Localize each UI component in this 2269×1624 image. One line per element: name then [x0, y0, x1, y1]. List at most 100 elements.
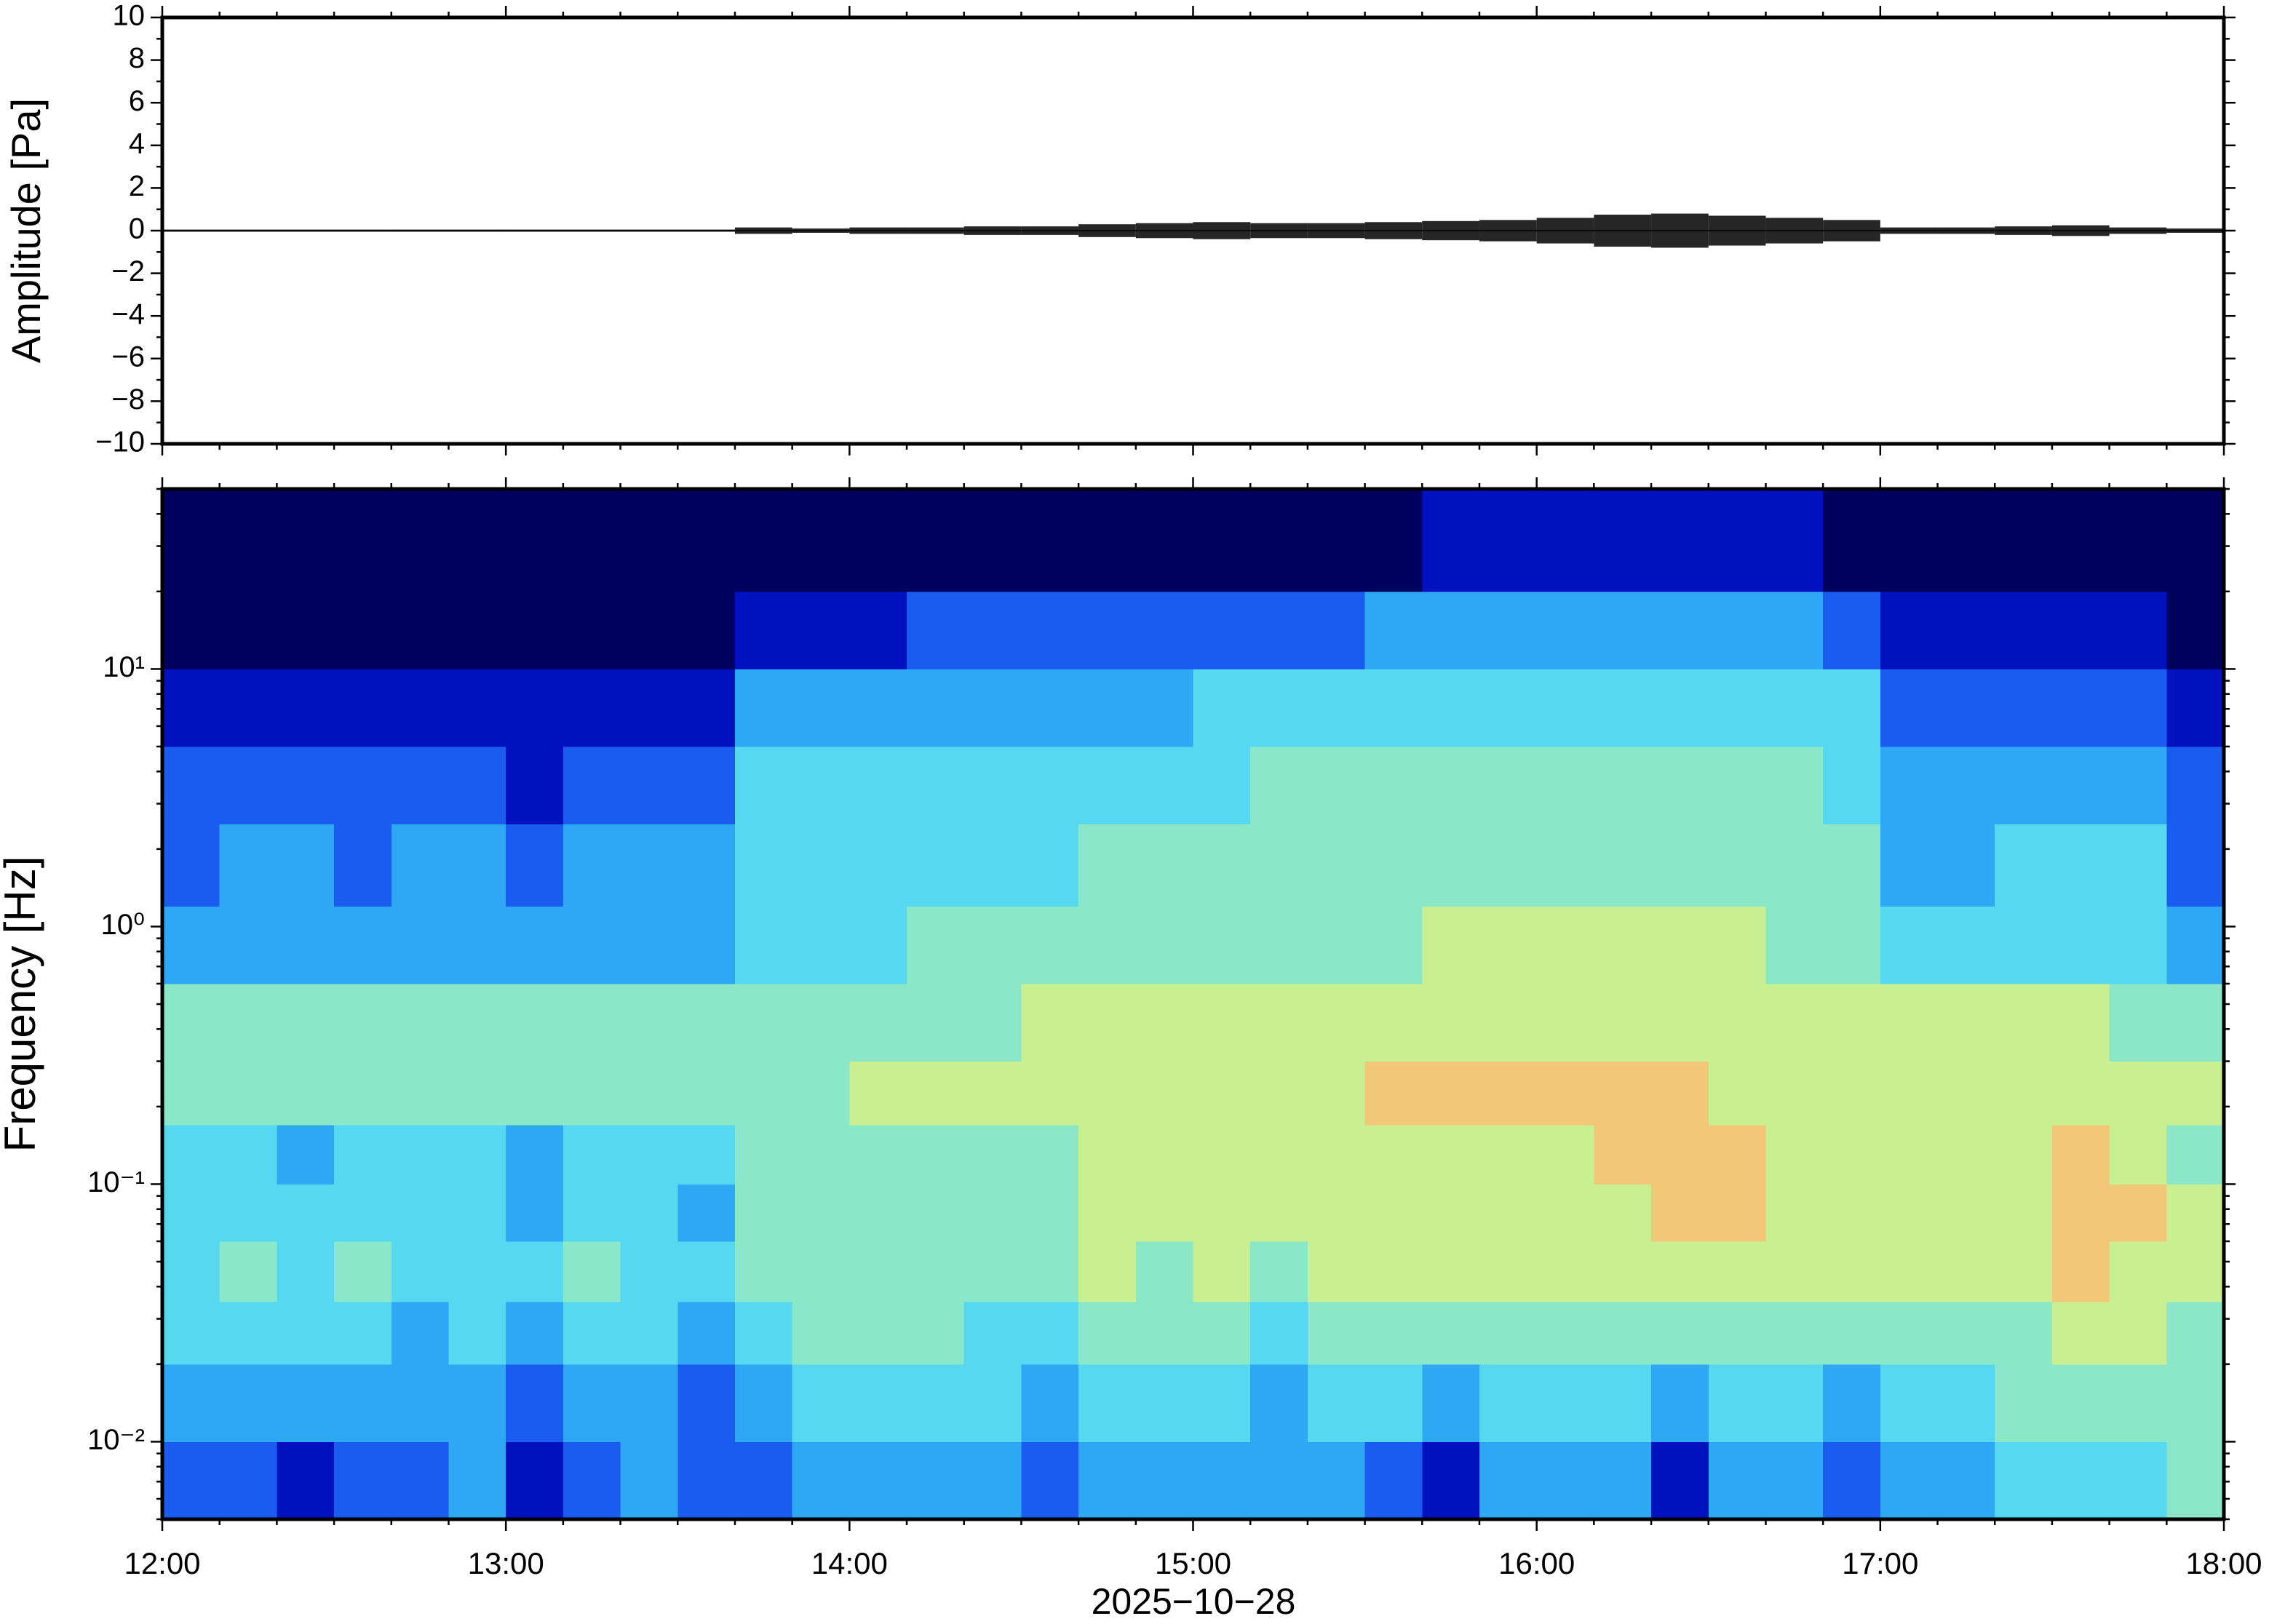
waveform-envelope	[2051, 225, 2110, 236]
spectrogram-cell	[219, 906, 277, 984]
spectrogram-cell	[448, 824, 506, 907]
spectrogram-cell	[677, 1364, 736, 1443]
spectrogram-cell	[1937, 1241, 1995, 1302]
spectrogram-cell	[1422, 489, 1480, 592]
spectrogram-cell	[1823, 983, 1881, 1062]
spectrogram-cell	[1594, 1441, 1652, 1520]
spectrogram-cell	[1995, 747, 2053, 825]
spectrogram-cell	[963, 591, 1022, 670]
spectrogram-cell	[792, 1364, 850, 1443]
spectrogram-cell	[1193, 1124, 1251, 1185]
spectrogram-cell	[907, 1241, 965, 1302]
spectrogram-cell	[2109, 591, 2167, 670]
waveform-envelope	[1995, 226, 2052, 235]
spectrogram-cell	[1594, 669, 1652, 747]
spectrogram-cell	[1364, 824, 1423, 907]
spectrogram-cell	[734, 1241, 793, 1302]
spectrogram-cell	[1135, 1061, 1194, 1126]
spectrogram-cell	[391, 824, 450, 907]
spectrogram-cell	[1937, 824, 1995, 907]
spectrogram-cell	[506, 669, 564, 747]
spectrogram-cell	[1135, 1364, 1194, 1443]
spectrogram-cell	[907, 591, 965, 670]
spectrogram-cell	[1536, 747, 1594, 825]
spectrogram-cell	[506, 1124, 564, 1185]
spectrogram-cell	[1536, 1364, 1594, 1443]
spectrogram-cell	[2166, 489, 2225, 592]
spectrogram-cell	[1479, 669, 1538, 747]
spectrogram-cell	[907, 1061, 965, 1126]
spectrogram-cell	[620, 1184, 678, 1242]
spectrogram-cell	[1536, 1241, 1594, 1302]
spectrogram-cell	[963, 906, 1022, 984]
spectrogram-cell	[1651, 1301, 1709, 1365]
spectrogram-cell	[1651, 1124, 1709, 1185]
spectrogram-cell	[277, 669, 335, 747]
spectrogram-cell	[1880, 1364, 1939, 1443]
spectrogram-cell	[963, 1364, 1022, 1443]
spectrogram-cell	[792, 983, 850, 1062]
spectrogram-cell	[506, 1441, 564, 1520]
spectrogram-cell	[2051, 1241, 2110, 1302]
spectrogram-cell	[792, 906, 850, 984]
spectrogram-cell	[563, 1184, 621, 1242]
spectrogram-cell	[1594, 983, 1652, 1062]
spectrogram-cell	[1250, 983, 1308, 1062]
spectrogram-cell	[1765, 489, 1824, 592]
spectrogram-cell	[677, 1441, 736, 1520]
spectrogram-cell	[1193, 824, 1251, 907]
spectrogram-cell	[1479, 1441, 1538, 1520]
waveform-envelope	[448, 229, 506, 232]
spectrogram-cell	[1250, 489, 1308, 592]
spectrogram-cell	[277, 747, 335, 825]
spectrogram-cell	[2166, 1301, 2225, 1365]
spectrogram-cell	[506, 1061, 564, 1126]
spectrogram-cell	[2109, 906, 2167, 984]
spectrogram-cell	[2166, 824, 2225, 907]
spectrogram-cell	[1708, 906, 1767, 984]
spectrogram-cell	[448, 1364, 506, 1443]
spectrogram-cell	[1937, 669, 1995, 747]
spectrogram-cell	[734, 1441, 793, 1520]
spectrogram-cell	[849, 1301, 907, 1365]
waveform-envelope	[907, 227, 964, 234]
spectrogram-cell	[1307, 1061, 1366, 1126]
spectrogram-cell	[2109, 1241, 2167, 1302]
spectrogram-cell	[1708, 1364, 1767, 1443]
spectrogram-cell	[1995, 824, 2053, 907]
spectrogram-cell	[1594, 1364, 1652, 1443]
spectrogram-cell	[907, 669, 965, 747]
spectrogram-cell	[1422, 983, 1480, 1062]
waveform-envelope	[734, 227, 792, 234]
spectrogram-cell	[849, 669, 907, 747]
spectrogram-cell	[1880, 906, 1939, 984]
spectrogram-cell	[448, 747, 506, 825]
waveform-envelope	[1479, 220, 1537, 242]
spectrogram-cell	[1651, 1061, 1709, 1126]
spectrogram-cell	[506, 983, 564, 1062]
spectrogram-cell	[849, 1061, 907, 1126]
spectrogram-cell	[277, 906, 335, 984]
spectrogram-cell	[1021, 1124, 1079, 1185]
spectrogram-cell	[1708, 824, 1767, 907]
spectrogram-cell	[2051, 1364, 2110, 1443]
spectrogram-cell	[1307, 1364, 1366, 1443]
spectrogram-cell	[1307, 1441, 1366, 1520]
spectrogram-cell	[1364, 591, 1423, 670]
spectrogram-cell	[277, 1061, 335, 1126]
spectrogram-cell	[1995, 1061, 2053, 1126]
spectrogram-cell	[620, 747, 678, 825]
spectrogram-cell	[563, 1124, 621, 1185]
spectrogram-cell	[1135, 824, 1194, 907]
spectrogram-cell	[1823, 1184, 1881, 1242]
spectrogram-cell	[391, 1301, 450, 1365]
spectrogram-cell	[391, 1184, 450, 1242]
spectrogram-cell	[1078, 489, 1137, 592]
spectrogram-cell	[1078, 824, 1137, 907]
spectrogram-cell	[334, 1364, 392, 1443]
y-tick-label: −2	[111, 255, 145, 287]
spectrogram-cell	[1307, 824, 1366, 907]
spectrogram-cell	[1135, 906, 1194, 984]
spectrogram-cell	[734, 906, 793, 984]
